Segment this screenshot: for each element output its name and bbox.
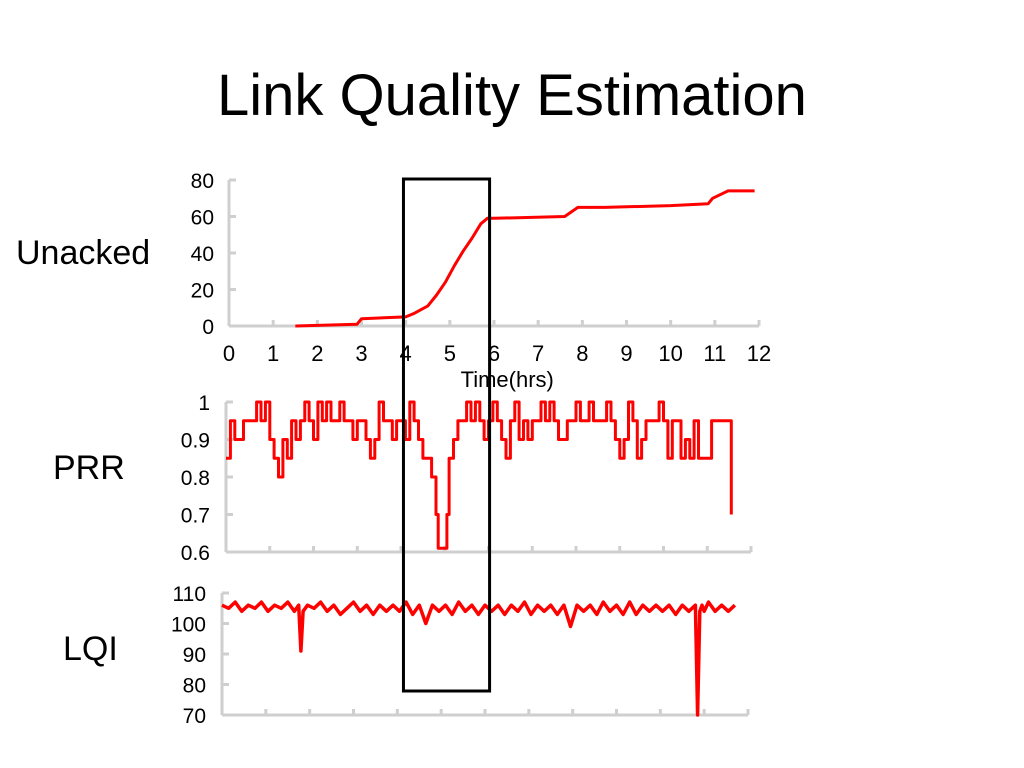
unacked-x-tick-label: 8	[576, 341, 588, 366]
prr-y-tick-label: 1	[198, 392, 210, 415]
unacked-x-tick-label: 7	[532, 341, 544, 366]
unacked-y-tick-label: 80	[191, 170, 214, 193]
unacked-x-axis-title: Time(hrs)	[461, 367, 554, 392]
lqi-series-line	[221, 600, 737, 717]
lqi-row-label: LQI	[63, 630, 118, 668]
lqi-y-tick-label: 110	[173, 583, 206, 606]
unacked-x-tick-label: 11	[703, 341, 726, 366]
unacked-x-tick-label: 0	[223, 341, 235, 366]
unacked-x-tick-label: 5	[444, 341, 456, 366]
unacked-x-tick-label: 9	[620, 341, 632, 366]
lqi-y-tick-label: 70	[183, 705, 206, 728]
unacked-x-tick-label: 1	[267, 341, 279, 366]
unacked-row-label: Unacked	[16, 234, 151, 272]
unacked-series-line	[295, 189, 755, 328]
highlight-box	[401, 177, 492, 693]
unacked-x-tick-label: 2	[311, 341, 323, 366]
lqi-y-tick-label: 100	[171, 614, 206, 637]
prr-series-line	[226, 400, 733, 550]
unacked-x-tick-label: 4	[400, 341, 412, 366]
prr-y-tick-label: 0.7	[181, 505, 210, 528]
prr-y-tick-label: 0.9	[181, 430, 210, 453]
unacked-x-tick-label: 12	[747, 341, 771, 366]
unacked-y-tick-label: 60	[191, 207, 214, 230]
lqi-y-tick-label: 80	[183, 675, 206, 698]
slide-title: Link Quality Estimation	[217, 63, 807, 128]
prr-y-tick-label: 0.6	[181, 542, 210, 565]
prr-y-tick-label: 0.8	[181, 467, 210, 490]
unacked-y-tick-label: 20	[191, 280, 214, 303]
unacked-y-tick-label: 40	[191, 243, 214, 266]
lqi-y-tick-label: 90	[183, 644, 206, 667]
unacked-x-tick-label: 10	[658, 341, 682, 366]
unacked-y-tick-label: 0	[202, 316, 214, 339]
prr-row-label: PRR	[53, 449, 125, 487]
unacked-x-tick-label: 3	[355, 341, 367, 366]
